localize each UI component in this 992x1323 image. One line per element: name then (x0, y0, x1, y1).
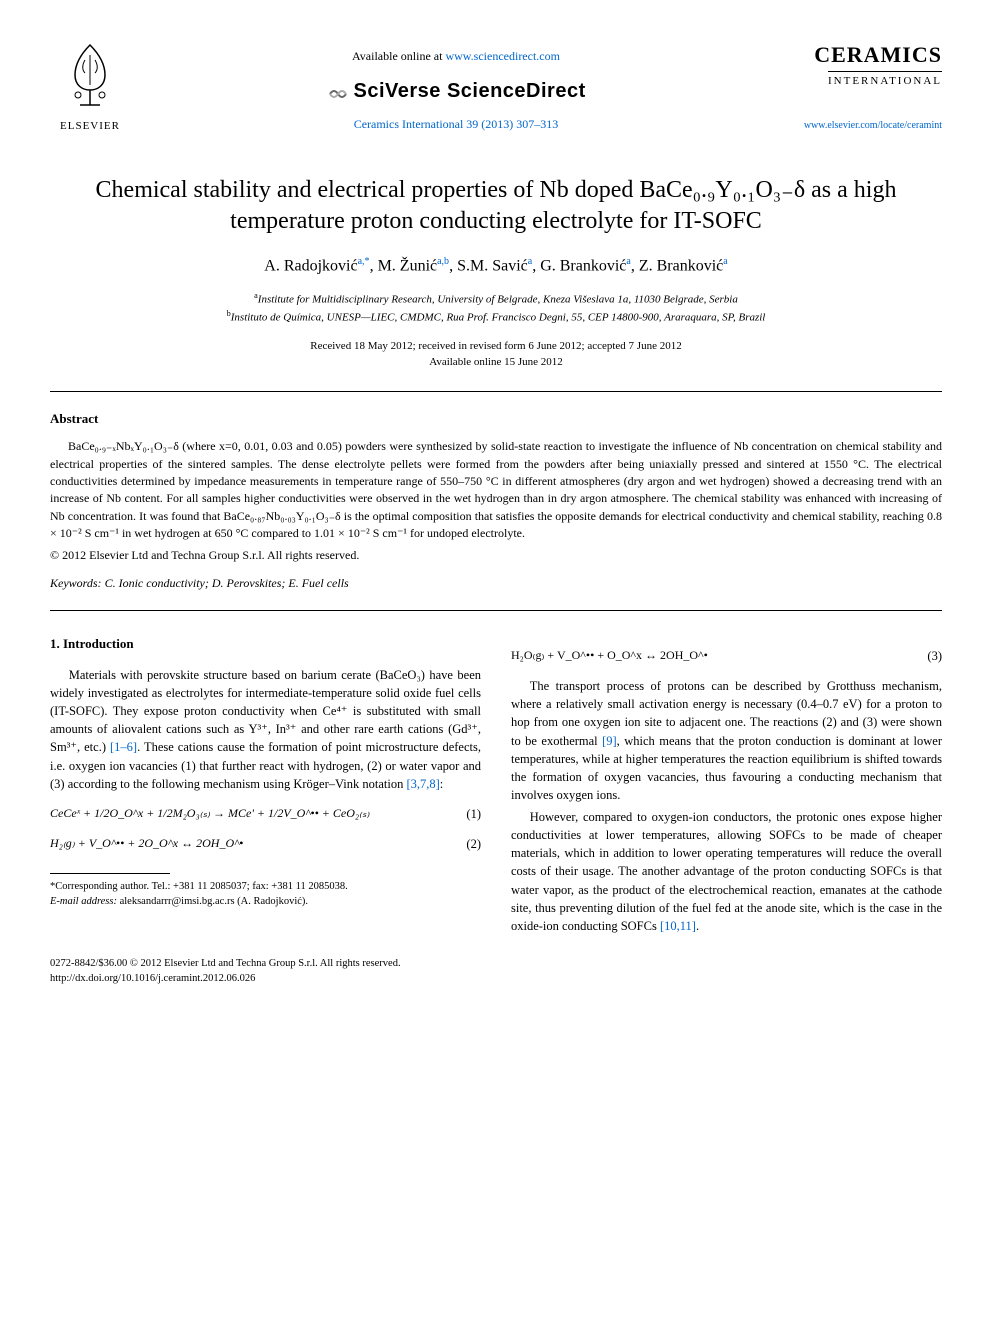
sciencedirect-link[interactable]: www.sciencedirect.com (445, 49, 560, 63)
footer-copyright: 0272-8842/$36.00 © 2012 Elsevier Ltd and… (50, 957, 942, 972)
right-header: CERAMICS INTERNATIONAL www.elsevier.com/… (782, 40, 942, 133)
ceramics-subtitle: INTERNATIONAL (828, 71, 942, 89)
abstract-block: Abstract BaCe₀.₉₋ₓNbₓY₀.₁O₃₋δ (where x=0… (50, 410, 942, 592)
section-1-heading: 1. Introduction (50, 635, 481, 654)
elsevier-logo: ELSEVIER (50, 40, 130, 135)
abstract-copyright: © 2012 Elsevier Ltd and Techna Group S.r… (50, 547, 942, 564)
email-address: aleksandarrr@imsi.bg.ac.rs (A. Radojkovi… (117, 896, 308, 907)
footnote: *Corresponding author. Tel.: +381 11 208… (50, 880, 481, 909)
sciverse-text: SciVerse ScienceDirect (353, 80, 585, 102)
divider-top (50, 391, 942, 392)
title-block: Chemical stability and electrical proper… (50, 175, 942, 371)
body-columns: 1. Introduction Materials with perovskit… (50, 635, 942, 939)
sciverse-icon (326, 82, 350, 106)
affiliation-b: Instituto de Química, UNESP—LIEC, CMDMC,… (231, 311, 766, 323)
article-title: Chemical stability and electrical proper… (50, 175, 942, 237)
ref-3-7-8[interactable]: [3,7,8] (406, 777, 439, 791)
footnote-separator (50, 873, 170, 874)
ref-10-11[interactable]: [10,11] (660, 919, 696, 933)
keywords-label: Keywords: (50, 576, 102, 590)
eq2-num: (2) (466, 835, 481, 853)
dates-online: Available online 15 June 2012 (50, 354, 942, 371)
eq1-num: (1) (466, 805, 481, 823)
equation-1: CeCeˣ + 1/2O_O^x + 1/2M₂O₃₍ₛ₎ → MCe' + 1… (50, 805, 481, 823)
journal-url[interactable]: www.elsevier.com/locate/ceramint (782, 119, 942, 133)
eq2-body: H₂₍g₎ + V_O^•• + 2O_O^x ↔ 2OH_O^• (50, 835, 243, 852)
affiliation-a: Institute for Multidisciplinary Research… (258, 293, 738, 305)
eq3-num: (3) (927, 647, 942, 665)
ceramics-title: CERAMICS (782, 40, 942, 71)
elsevier-label: ELSEVIER (50, 119, 130, 134)
p3-text-b: . (696, 919, 699, 933)
p3-text-a: However, compared to oxygen-ion conducto… (511, 810, 942, 933)
intro-p2: The transport process of protons can be … (511, 677, 942, 804)
keywords: Keywords: C. Ionic conductivity; D. Pero… (50, 575, 942, 592)
authors: A. Radojkovića,*, M. Žunića,b, S.M. Savi… (50, 255, 942, 278)
journal-citation[interactable]: Ceramics International 39 (2013) 307–313 (130, 116, 782, 133)
intro-p1: Materials with perovskite structure base… (50, 666, 481, 793)
sciverse-logo: SciVerse ScienceDirect (130, 77, 782, 106)
corresponding-author: *Corresponding author. Tel.: +381 11 208… (50, 880, 481, 895)
abstract-text: BaCe₀.₉₋ₓNbₓY₀.₁O₃₋δ (where x=0, 0.01, 0… (50, 438, 942, 542)
center-header: Available online at www.sciencedirect.co… (130, 40, 782, 133)
footer-doi: http://dx.doi.org/10.1016/j.ceramint.201… (50, 972, 942, 987)
left-column: 1. Introduction Materials with perovskit… (50, 635, 481, 939)
dates-received: Received 18 May 2012; received in revise… (50, 338, 942, 355)
equation-3: H₂O₍g₎ + V_O^•• + O_O^x ↔ 2OH_O^• (3) (511, 647, 942, 665)
available-online: Available online at www.sciencedirect.co… (130, 48, 782, 65)
header: ELSEVIER Available online at www.science… (50, 40, 942, 135)
page-footer: 0272-8842/$36.00 © 2012 Elsevier Ltd and… (50, 957, 942, 986)
divider-bottom (50, 610, 942, 611)
available-text: Available online at (352, 49, 445, 63)
dates: Received 18 May 2012; received in revise… (50, 338, 942, 371)
eq1-body: CeCeˣ + 1/2O_O^x + 1/2M₂O₃₍ₛ₎ → MCe' + 1… (50, 805, 369, 822)
right-column: H₂O₍g₎ + V_O^•• + O_O^x ↔ 2OH_O^• (3) Th… (511, 635, 942, 939)
elsevier-tree-icon (60, 40, 120, 110)
p1-text-c: : (440, 777, 443, 791)
abstract-heading: Abstract (50, 410, 942, 428)
affiliations: aInstitute for Multidisciplinary Researc… (50, 290, 942, 326)
keywords-text: C. Ionic conductivity; D. Perovskites; E… (102, 576, 349, 590)
intro-p3: However, compared to oxygen-ion conducto… (511, 808, 942, 935)
ref-9[interactable]: [9] (602, 734, 617, 748)
eq3-body: H₂O₍g₎ + V_O^•• + O_O^x ↔ 2OH_O^• (511, 647, 708, 664)
ref-1-6[interactable]: [1–6] (110, 740, 137, 754)
equation-2: H₂₍g₎ + V_O^•• + 2O_O^x ↔ 2OH_O^• (2) (50, 835, 481, 853)
email-label: E-mail address: (50, 896, 117, 907)
